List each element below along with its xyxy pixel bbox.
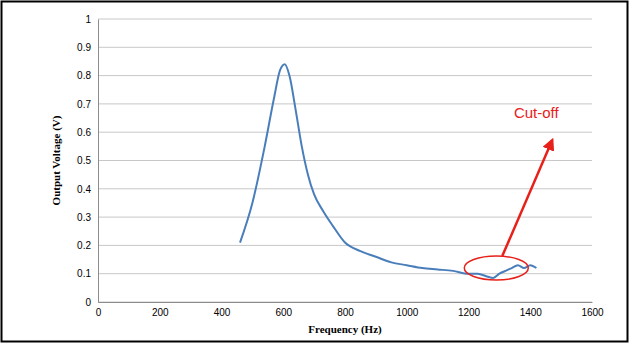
y-tick: 0 xyxy=(85,297,98,308)
annotation-text: Cut-off xyxy=(514,104,560,121)
x-tick-label: 1600 xyxy=(581,307,604,318)
x-tick: 1400 xyxy=(520,302,543,318)
x-tick: 0 xyxy=(96,302,102,318)
y-tick: 0.5 xyxy=(77,155,98,166)
y-tick-label: 0.8 xyxy=(77,70,91,81)
y-tick-label: 0.5 xyxy=(77,155,91,166)
y-tick: 0.2 xyxy=(77,240,98,251)
y-tick-label: 0.1 xyxy=(77,268,91,279)
grid-line xyxy=(98,188,592,189)
y-tick-label: 0.3 xyxy=(77,212,91,223)
y-tick: 0.6 xyxy=(77,127,98,138)
y-tick: 0.3 xyxy=(77,212,98,223)
grid-line xyxy=(98,75,592,76)
y-tick: 0.8 xyxy=(77,70,98,81)
x-tick: 400 xyxy=(214,302,231,318)
chart: 0200400600800100012001400160000.10.20.30… xyxy=(0,0,629,343)
y-tick: 0.7 xyxy=(77,99,98,110)
x-tick-label: 800 xyxy=(337,307,354,318)
x-tick: 600 xyxy=(275,302,292,318)
y-tick-label: 0.4 xyxy=(77,184,91,195)
x-tick: 1200 xyxy=(458,302,481,318)
x-axis: 0 200 400 600 800 1000 1200 1400 1600 xyxy=(96,302,604,318)
marks xyxy=(240,64,536,278)
x-tick: 800 xyxy=(337,302,354,318)
x-tick-label: 600 xyxy=(275,307,292,318)
x-tick-label: 1000 xyxy=(396,307,419,318)
grid xyxy=(98,19,592,302)
y-tick-label: 0.6 xyxy=(77,127,91,138)
y-tick: 0.1 xyxy=(77,268,98,279)
annotations: Cut-off xyxy=(464,104,559,280)
y-tick: 1 xyxy=(85,14,98,25)
y-tick-label: 0.9 xyxy=(77,42,91,53)
x-tick-label: 1200 xyxy=(458,307,481,318)
y-tick-label: 1 xyxy=(85,14,91,25)
y-axis: 0 0.1 0.2 0.3 0.4 0.5 0.6 0.7 0.8 0.9 1 xyxy=(77,14,98,308)
x-axis-line xyxy=(99,302,593,303)
plot: 0200400600800100012001400160000.10.20.30… xyxy=(77,14,604,318)
x-tick-label: 1400 xyxy=(520,307,543,318)
chart-frame xyxy=(2,2,628,342)
grid-line xyxy=(98,160,592,161)
y-tick-label: 0 xyxy=(85,297,91,308)
y-tick-label: 0.7 xyxy=(77,99,91,110)
x-tick: 1000 xyxy=(396,302,419,318)
x-tick: 200 xyxy=(152,302,169,318)
x-tick-label: 400 xyxy=(214,307,231,318)
y-tick-label: 0.2 xyxy=(77,240,91,251)
y-tick: 0.9 xyxy=(77,42,98,53)
x-axis-title: Frequency (Hz) xyxy=(308,323,382,336)
x-tick-label: 200 xyxy=(152,307,169,318)
grid-line xyxy=(98,19,592,20)
grid-line xyxy=(98,47,592,48)
grid-line xyxy=(98,132,592,133)
y-tick: 0.4 xyxy=(77,184,98,195)
grid-line xyxy=(98,245,592,246)
annotation-ellipse xyxy=(464,256,528,280)
x-tick-label: 0 xyxy=(96,307,102,318)
data-line xyxy=(240,64,536,278)
y-axis-line xyxy=(98,20,99,303)
y-axis-title: Output Voltage (V) xyxy=(50,115,63,205)
grid-line xyxy=(98,302,592,303)
annotation-arrow xyxy=(502,140,552,256)
x-tick: 1600 xyxy=(581,302,604,318)
grid-line xyxy=(98,273,592,274)
